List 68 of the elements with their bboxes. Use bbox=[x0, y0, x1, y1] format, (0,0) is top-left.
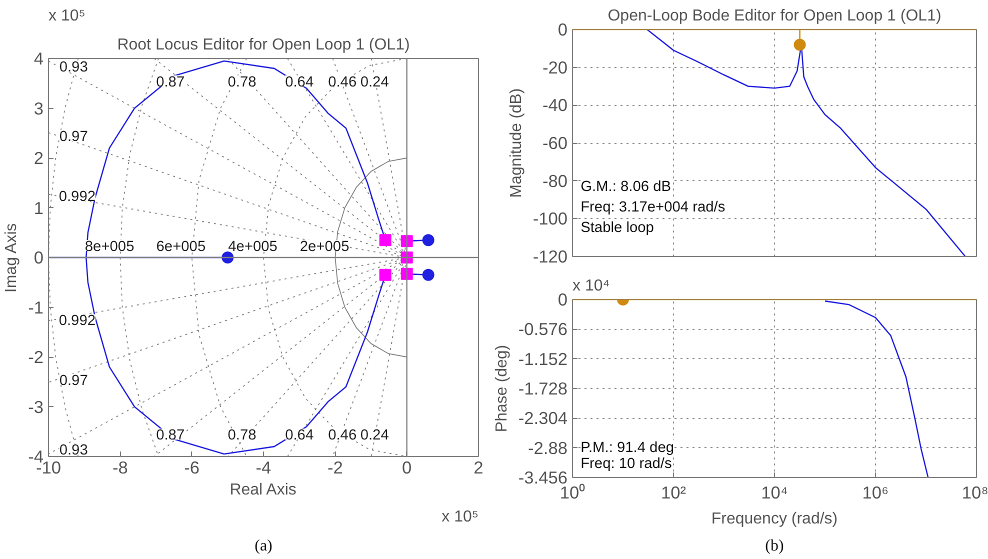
x-tick-label: 10⁴ bbox=[761, 482, 788, 502]
y-tick-label: 0 bbox=[558, 290, 568, 310]
text: (b) bbox=[765, 538, 784, 554]
y-tick-label: -2.304 bbox=[518, 408, 568, 428]
annotation: 8e+005 bbox=[84, 239, 134, 256]
annotation: 0.93 bbox=[59, 59, 88, 76]
y-axis-title: Magnitude (dB) bbox=[508, 88, 525, 198]
y-axis-title: Imag Axis bbox=[3, 223, 20, 293]
annotation: 0.46 bbox=[328, 428, 357, 444]
y-tick-label: -2 bbox=[28, 347, 44, 367]
y-axis-title: Phase (deg) bbox=[493, 344, 510, 432]
text: x 10⁴ bbox=[572, 278, 610, 294]
x-tick-label: 2 bbox=[474, 458, 484, 478]
text: (a) bbox=[254, 538, 272, 554]
y-tick-label: 0 bbox=[558, 20, 568, 40]
y-tick-label: 4 bbox=[34, 48, 44, 68]
annotation: 0.46 bbox=[328, 74, 357, 90]
annotation: 0.87 bbox=[156, 74, 185, 90]
x-tick-label: -4 bbox=[256, 458, 272, 478]
y-tick-label: 1 bbox=[34, 198, 44, 218]
y-tick-label: -1 bbox=[28, 297, 44, 318]
y-tick-label: 0 bbox=[34, 248, 44, 268]
annotation: 0.97 bbox=[59, 372, 88, 389]
annotation: 0.78 bbox=[228, 74, 256, 90]
x-axis-title: Real Axis bbox=[230, 482, 296, 498]
annotation: 0.992 bbox=[58, 313, 96, 330]
annotation: 0.64 bbox=[285, 74, 314, 90]
y-tick-label: -1.152 bbox=[518, 348, 568, 369]
annotation: 0.992 bbox=[58, 188, 96, 205]
annotation: 0.97 bbox=[59, 129, 88, 146]
annotation: Freq: 10 rad/s bbox=[580, 456, 672, 472]
x-axis-title: Frequency (rad/s) bbox=[711, 510, 838, 528]
x-tick-label: 10⁶ bbox=[862, 482, 889, 502]
x-tick-label: -8 bbox=[112, 458, 128, 478]
annotation: Freq: 3.17e+004 rad/s bbox=[580, 200, 726, 216]
y-tick-label: 2 bbox=[34, 148, 44, 168]
annotation: G.M.: 8.06 dB bbox=[580, 179, 671, 196]
annotation: Stable loop bbox=[580, 220, 654, 236]
annotation: P.M.: 91.4 deg bbox=[580, 440, 674, 456]
annotation: 2e+005 bbox=[300, 239, 350, 256]
y-tick-label: -3 bbox=[28, 396, 44, 417]
y-tick-label: -60 bbox=[542, 133, 568, 153]
annotation: 0.93 bbox=[59, 442, 88, 459]
x-tick-label: -6 bbox=[184, 458, 200, 478]
annotation: 0.78 bbox=[228, 428, 256, 444]
chart-title: Root Locus Editor for Open Loop 1 (OL1) bbox=[117, 36, 410, 54]
y-tick-label: -40 bbox=[542, 95, 568, 116]
y-tick-label: -0.576 bbox=[518, 319, 568, 340]
y-tick-label: -80 bbox=[542, 170, 568, 191]
y-tick-label: -1.728 bbox=[518, 378, 568, 398]
chart-title: Open-Loop Bode Editor for Open Loop 1 (OL1) bbox=[608, 8, 942, 24]
annotation: 0.87 bbox=[156, 428, 185, 444]
x-tick-label: 10² bbox=[660, 482, 686, 502]
y-tick-label: 3 bbox=[34, 98, 44, 118]
y-tick-label: -2.88 bbox=[528, 438, 568, 458]
x-tick-label: -2 bbox=[327, 458, 343, 478]
y-tick-label: -100 bbox=[532, 208, 568, 229]
text: x 10⁵ bbox=[442, 508, 478, 526]
annotation: 6e+005 bbox=[156, 239, 206, 256]
y-tick-label: -20 bbox=[542, 57, 568, 78]
annotation: 0.24 bbox=[360, 74, 389, 90]
x-tick-label: 0 bbox=[402, 458, 412, 478]
x-tick-label: 10⁸ bbox=[962, 482, 988, 502]
y-tick-label: -120 bbox=[532, 246, 568, 266]
annotation: 0.24 bbox=[360, 428, 389, 444]
annotation: 0.64 bbox=[285, 428, 314, 444]
text: x 10⁵ bbox=[48, 8, 86, 24]
annotation: 4e+005 bbox=[228, 239, 278, 256]
